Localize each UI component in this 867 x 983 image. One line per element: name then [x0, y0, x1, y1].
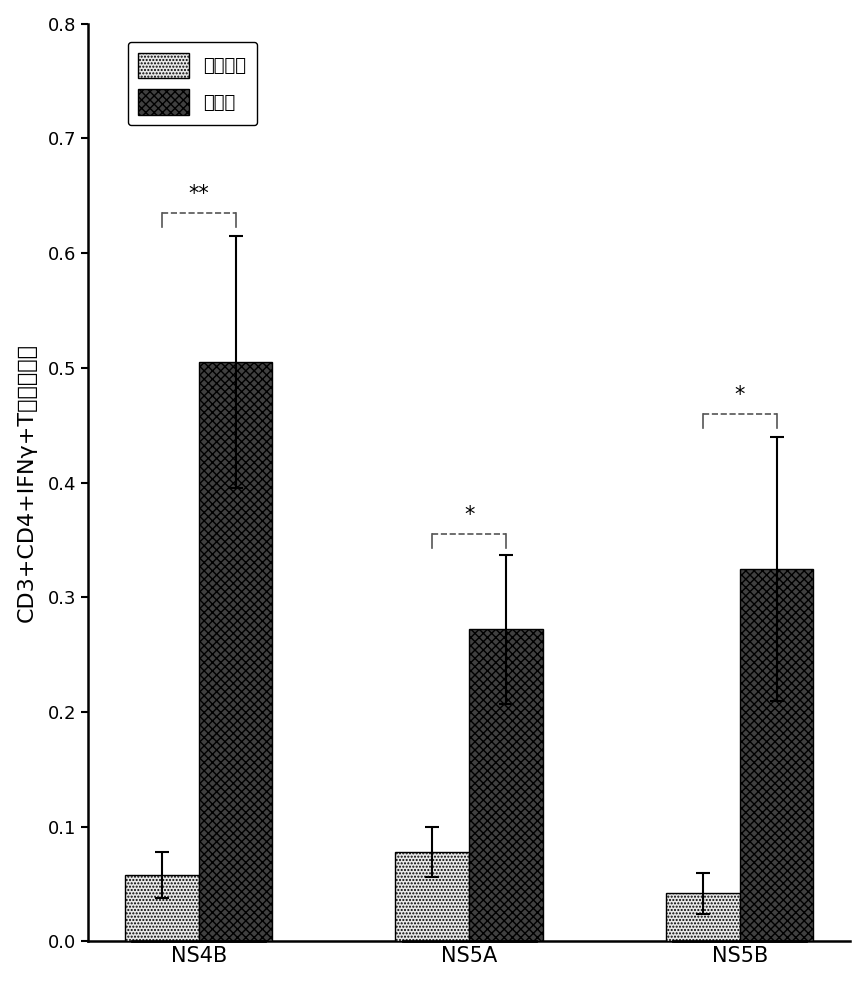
- Bar: [469, 629, 543, 942]
- Bar: [125, 875, 199, 942]
- Bar: [740, 568, 813, 942]
- Bar: [395, 852, 469, 942]
- Text: *: *: [734, 384, 745, 405]
- Text: **: **: [188, 184, 209, 203]
- Text: *: *: [464, 505, 474, 525]
- Y-axis label: CD3+CD4+IFNγ+T细胞百分数: CD3+CD4+IFNγ+T细胞百分数: [16, 343, 36, 622]
- Legend: 未处理的, 免疫的: 未处理的, 免疫的: [127, 42, 257, 126]
- Bar: [666, 894, 740, 942]
- Bar: [199, 362, 272, 942]
